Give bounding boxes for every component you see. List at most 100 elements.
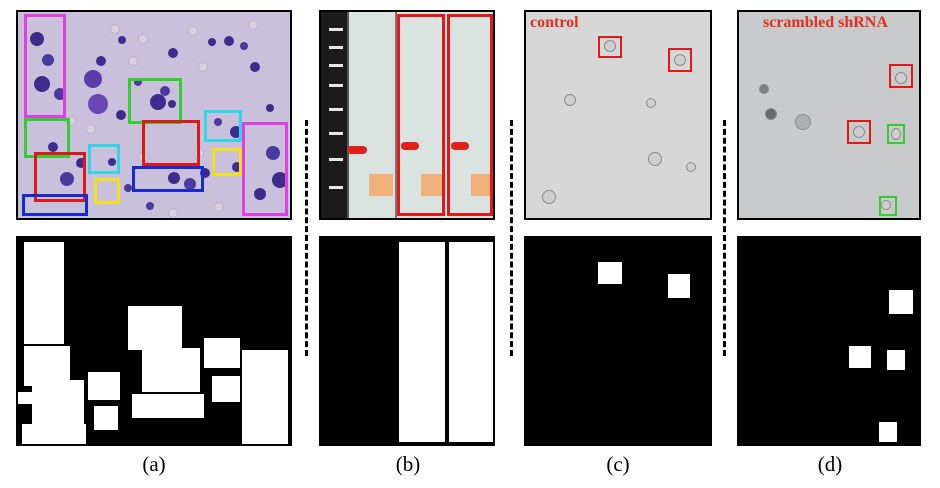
panel-c-image: control — [524, 10, 712, 220]
stained-cell — [254, 188, 266, 200]
cell — [891, 128, 901, 140]
bbox-magenta — [24, 14, 66, 118]
stained-cell — [224, 36, 234, 46]
orange-smear — [471, 174, 491, 196]
bbox-magenta — [242, 122, 288, 216]
bbox-cyan — [204, 110, 242, 142]
panel-a-image — [16, 10, 292, 220]
stained-cell — [116, 110, 126, 120]
cell — [795, 114, 811, 130]
stained-cell — [232, 162, 242, 172]
red-band — [451, 142, 469, 150]
dashed-divider — [305, 120, 308, 356]
ladder-band — [329, 158, 343, 161]
cell — [564, 94, 576, 106]
bbox-yellow — [94, 178, 120, 204]
bbox-green — [887, 124, 905, 144]
cell — [542, 190, 556, 204]
stained-cell — [208, 38, 216, 46]
bbox-red — [142, 120, 200, 166]
bbox-red — [598, 36, 622, 58]
dashed-divider — [723, 120, 726, 356]
stained-cell — [150, 94, 166, 110]
ladder-band — [329, 28, 343, 31]
stained-cell — [214, 118, 222, 126]
red-band — [401, 142, 419, 150]
stained-cell — [96, 56, 106, 66]
bbox-red — [447, 14, 493, 216]
stained-cell — [168, 172, 180, 184]
cell — [853, 126, 865, 138]
ladder-band — [329, 108, 343, 111]
orange-smear — [369, 174, 393, 196]
mask-region — [32, 380, 84, 428]
panel-b-image — [319, 10, 495, 220]
mask-region — [879, 422, 897, 442]
ladder-band — [329, 46, 343, 49]
red-blood-cell — [128, 56, 138, 66]
caption-c: (c) — [606, 452, 630, 476]
cell — [646, 98, 656, 108]
panel-b-mask — [319, 236, 495, 446]
stained-cell — [108, 158, 116, 166]
mask-region — [849, 346, 871, 368]
ladder-band — [329, 186, 343, 189]
stained-cell — [118, 36, 126, 44]
mask-region — [449, 242, 493, 442]
stained-cell — [30, 32, 44, 46]
mask-region — [94, 406, 118, 430]
mask-region — [128, 306, 182, 350]
panel-a-mask — [16, 236, 292, 446]
caption-b: (b) — [395, 452, 421, 476]
stained-cell — [34, 76, 50, 92]
stained-cell — [60, 172, 74, 186]
mask-region — [212, 376, 240, 402]
stained-cell — [272, 172, 288, 188]
bbox-red — [889, 64, 913, 88]
panel-c-mask — [524, 236, 712, 446]
lane-separator — [347, 12, 349, 218]
mask-region — [399, 242, 445, 442]
stained-cell — [160, 86, 170, 96]
mask-region — [598, 262, 622, 284]
caption-d: (d) — [817, 452, 843, 476]
panel-d-mask — [737, 236, 921, 446]
mask-region — [24, 346, 70, 386]
red-blood-cell — [110, 24, 120, 34]
stained-cell — [266, 104, 274, 112]
bbox-blue — [22, 194, 88, 216]
stained-cell — [184, 178, 196, 190]
mask-region — [204, 338, 240, 368]
caption-a: (a) — [142, 452, 166, 476]
dashed-divider — [510, 120, 513, 356]
stained-cell — [88, 94, 108, 114]
bbox-red — [397, 14, 445, 216]
stained-cell — [200, 168, 210, 178]
red-blood-cell — [214, 202, 224, 212]
stained-cell — [84, 70, 102, 88]
cell — [881, 200, 891, 210]
bbox-blue — [132, 166, 204, 192]
stained-cell — [240, 42, 248, 50]
mask-region — [242, 350, 288, 444]
lane-separator — [395, 12, 397, 218]
image-label-control: control — [530, 14, 579, 31]
stained-cell — [266, 146, 280, 160]
bbox-red — [34, 152, 86, 202]
ladder-band — [329, 64, 343, 67]
stained-cell — [124, 184, 132, 192]
mask-region — [132, 394, 204, 418]
mask-region — [668, 274, 690, 298]
image-label-scrambled-shrna: scrambled shRNA — [763, 14, 888, 31]
mask-region — [88, 372, 120, 400]
mask-region — [889, 290, 913, 314]
red-blood-cell — [168, 208, 178, 218]
cell — [759, 84, 769, 94]
cell — [604, 40, 616, 52]
bbox-red — [847, 120, 871, 144]
mask-region — [142, 348, 200, 392]
stained-cell — [134, 78, 142, 86]
red-blood-cell — [86, 124, 96, 134]
ladder-band — [329, 84, 343, 87]
bbox-green — [24, 118, 70, 158]
